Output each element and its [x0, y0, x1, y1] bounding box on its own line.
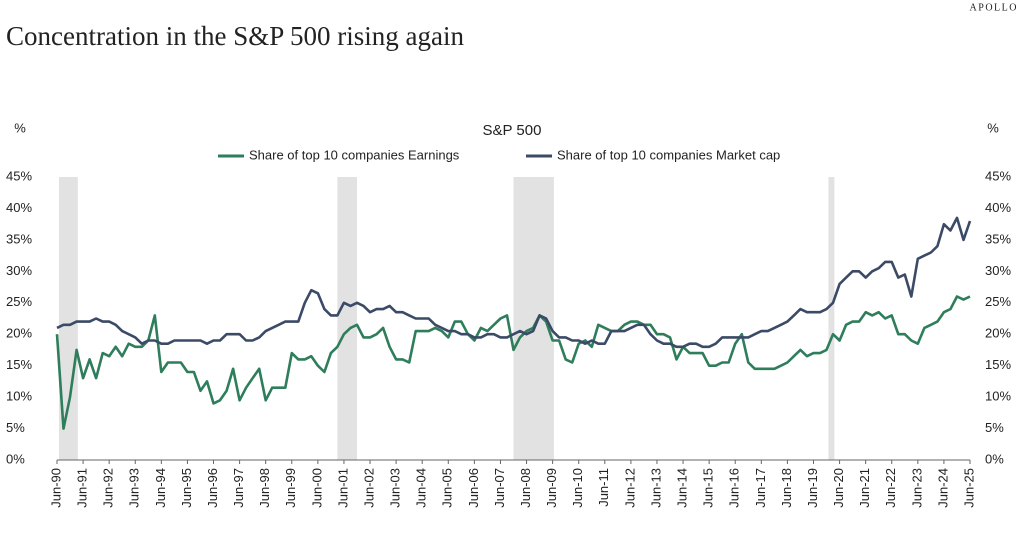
x-tick-label: Jun-17	[753, 468, 768, 508]
y2-tick-label: 45%	[985, 168, 1011, 183]
x-tick-label: Jun-13	[648, 468, 663, 508]
y-unit: %	[987, 120, 999, 135]
y-tick-label: 15%	[6, 357, 32, 372]
chart-subtitle: S&P 500	[483, 122, 542, 139]
x-tick-label: Jun-07	[492, 468, 507, 508]
x-tick-label: Jun-19	[805, 468, 820, 508]
x-tick-label: Jun-99	[283, 468, 298, 508]
recession-band	[337, 177, 357, 460]
x-tick-label: Jun-90	[48, 468, 63, 508]
y-unit: %	[14, 120, 26, 135]
y-tick-label: 25%	[6, 294, 32, 309]
recession-band	[513, 177, 554, 460]
brand: APOLLO	[970, 2, 1018, 13]
y2-tick-label: 30%	[985, 263, 1011, 278]
chart-title: Concentration in the S&P 500 rising agai…	[6, 21, 464, 51]
x-tick-label: Jun-23	[909, 468, 924, 508]
recession-band	[828, 177, 835, 460]
x-tick-label: Jun-14	[674, 468, 689, 508]
x-tick-label: Jun-01	[335, 468, 350, 508]
x-tick-label: Jun-11	[596, 468, 611, 507]
y2-tick-label: 0%	[985, 451, 1004, 466]
x-tick-label: Jun-97	[231, 468, 246, 508]
x-tick-label: Jun-09	[544, 468, 559, 508]
y-tick-label: 0%	[6, 451, 25, 466]
x-tick-label: Jun-03	[388, 468, 403, 508]
series-line	[56, 216, 972, 349]
recession-band	[58, 177, 78, 460]
y-tick-label: 40%	[6, 200, 32, 215]
x-tick-label: Jun-18	[779, 468, 794, 508]
legend-label: Share of top 10 companies Earnings	[249, 147, 460, 162]
x-tick-label: Jun-08	[518, 468, 533, 508]
x-tick-label: Jun-24	[935, 468, 950, 508]
y-tick-label: 30%	[6, 263, 32, 278]
y2-tick-label: 20%	[985, 326, 1011, 341]
y-tick-label: 35%	[6, 231, 32, 246]
x-tick-label: Jun-16	[727, 468, 742, 508]
x-tick-label: Jun-05	[440, 468, 455, 508]
x-tick-label: Jun-98	[257, 468, 272, 508]
x-tick-label: Jun-06	[466, 468, 481, 508]
x-tick-label: Jun-21	[857, 468, 872, 508]
y2-tick-label: 25%	[985, 294, 1011, 309]
y-tick-label: 10%	[6, 389, 32, 404]
x-tick-label: Jun-91	[75, 468, 90, 508]
x-tick-label: Jun-94	[153, 468, 168, 508]
x-tick-label: Jun-10	[570, 468, 585, 508]
y-tick-label: 45%	[6, 168, 32, 183]
x-tick-label: Jun-02	[361, 468, 376, 508]
x-tick-label: Jun-96	[205, 468, 220, 508]
y-tick-label: 20%	[6, 326, 32, 341]
x-tick-label: Jun-25	[961, 468, 976, 508]
y2-tick-label: 35%	[985, 231, 1011, 246]
y2-tick-label: 5%	[985, 420, 1004, 435]
y-tick-label: 5%	[6, 420, 25, 435]
x-tick-label: Jun-20	[831, 468, 846, 508]
x-tick-label: Jun-95	[179, 468, 194, 508]
x-tick-label: Jun-15	[701, 468, 716, 508]
x-tick-label: Jun-92	[101, 468, 116, 508]
y2-tick-label: 10%	[985, 389, 1011, 404]
y2-tick-label: 15%	[985, 357, 1011, 372]
y2-tick-label: 40%	[985, 200, 1011, 215]
x-tick-label: Jun-93	[127, 468, 142, 508]
x-tick-label: Jun-12	[622, 468, 637, 508]
legend-label: Share of top 10 companies Market cap	[557, 147, 780, 162]
series-line	[55, 295, 971, 430]
x-tick-label: Jun-04	[414, 468, 429, 508]
x-tick-label: Jun-22	[883, 468, 898, 508]
x-tick-label: Jun-00	[309, 468, 324, 508]
